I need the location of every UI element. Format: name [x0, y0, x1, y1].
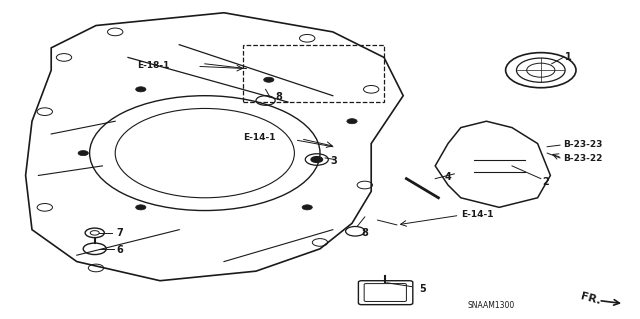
Circle shape [136, 205, 146, 210]
Text: 6: 6 [116, 245, 124, 256]
Circle shape [347, 119, 357, 124]
Circle shape [136, 87, 146, 92]
Bar [243, 45, 384, 102]
Text: E-14-1: E-14-1 [243, 133, 276, 142]
Text: B-23-23: B-23-23 [563, 140, 603, 149]
Text: E-18-1: E-18-1 [137, 61, 170, 70]
Circle shape [78, 151, 88, 156]
Text: B-23-22: B-23-22 [563, 154, 603, 163]
Text: 2: 2 [543, 177, 550, 187]
Text: 7: 7 [116, 228, 124, 238]
Circle shape [264, 77, 274, 82]
Text: 4: 4 [445, 172, 452, 182]
Text: 5: 5 [419, 284, 426, 294]
Text: FR.: FR. [579, 291, 602, 306]
Text: 3: 3 [330, 156, 337, 166]
Circle shape [302, 205, 312, 210]
Text: SNAAM1300: SNAAM1300 [467, 301, 515, 310]
Text: 1: 1 [564, 52, 572, 63]
Text: E-14-1: E-14-1 [461, 210, 493, 219]
Text: 8: 8 [362, 228, 369, 238]
Circle shape [311, 157, 323, 162]
Text: 8: 8 [275, 92, 282, 102]
